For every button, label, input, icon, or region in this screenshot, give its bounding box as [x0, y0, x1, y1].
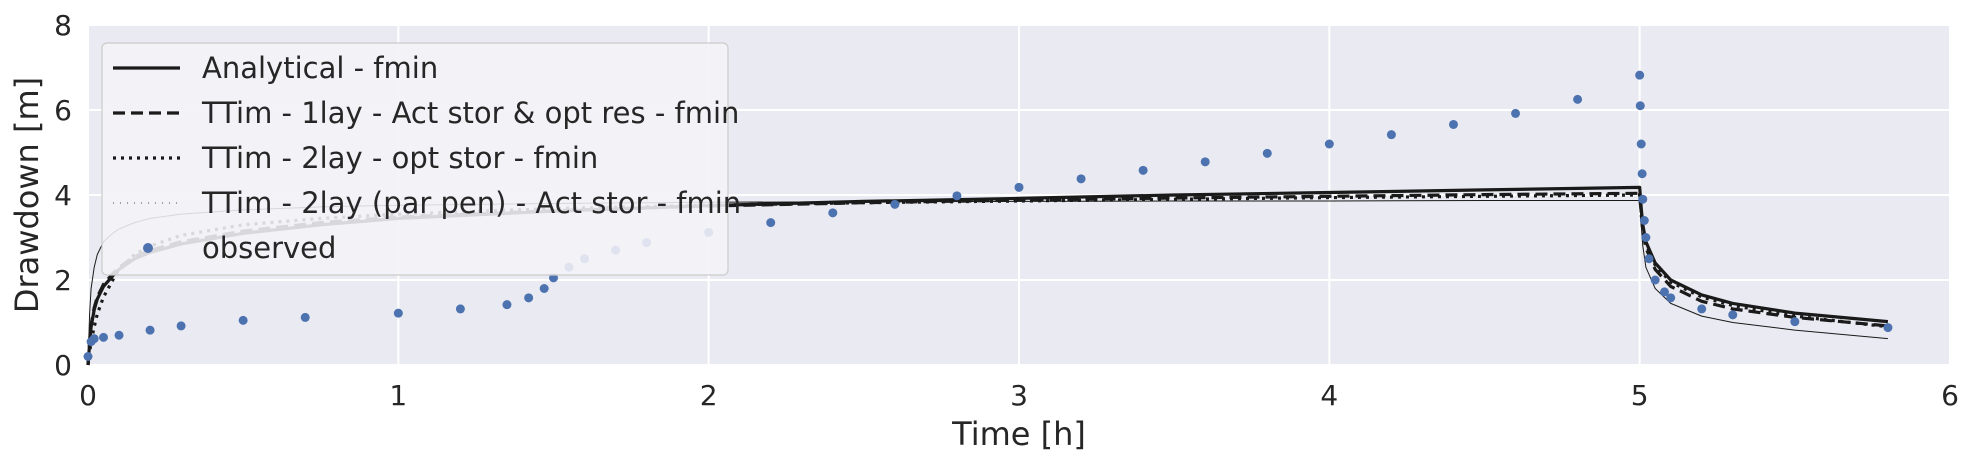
y-axis-label: Drawdown [m] — [8, 77, 46, 313]
observed-point-13 — [539, 284, 549, 293]
observed-point-47 — [1790, 317, 1800, 327]
observed-point-3 — [99, 332, 109, 342]
observed-point-29 — [1324, 139, 1334, 149]
observed-point-34 — [1635, 70, 1645, 80]
observed-point-41 — [1644, 254, 1654, 264]
observed-point-32 — [1511, 108, 1521, 118]
observed-point-35 — [1635, 101, 1645, 111]
observed-point-42 — [1650, 275, 1660, 285]
legend-frame — [101, 42, 729, 276]
observed-point-14 — [549, 273, 558, 283]
x-tick-label-4: 4 — [1320, 379, 1338, 412]
observed-point-27 — [1200, 157, 1210, 167]
legend-label-1: TTim - 1lay - Act stor & opt res - fmin — [201, 96, 739, 130]
observed-point-36 — [1636, 139, 1646, 149]
observed-point-10 — [455, 304, 465, 314]
observed-point-11 — [502, 300, 512, 310]
observed-point-40 — [1641, 233, 1651, 242]
observed-point-22 — [890, 199, 900, 209]
observed-point-2 — [89, 334, 99, 344]
observed-point-20 — [766, 218, 776, 228]
observed-point-38 — [1638, 194, 1648, 204]
legend: Analytical - fmin TTim - 1lay - Act stor … — [101, 42, 741, 276]
observed-point-23 — [952, 191, 962, 201]
legend-label-2: TTim - 2lay - opt stor - fmin — [201, 141, 598, 175]
series-line-2 — [86, 193, 1889, 366]
observed-point-31 — [1448, 119, 1458, 129]
x-tick-label-0: 0 — [79, 379, 97, 412]
observed-point-30 — [1386, 130, 1396, 140]
observed-point-6 — [176, 321, 186, 331]
observed-point-45 — [1697, 304, 1707, 314]
x-axis-label: Time [h] — [951, 415, 1086, 453]
observed-point-9 — [393, 308, 403, 318]
y-tick-label-1: 2 — [54, 264, 72, 297]
legend-label-3: TTim - 2lay (par pen) - Act stor - fmin — [201, 186, 741, 220]
observed-point-24 — [1014, 182, 1024, 192]
x-tick-labels: 0 1 2 3 4 5 6 — [79, 379, 1959, 412]
observed-point-4 — [114, 330, 124, 340]
observed-point-28 — [1262, 148, 1272, 158]
observed-point-0 — [83, 352, 93, 361]
x-tick-label-2: 2 — [700, 379, 718, 412]
x-tick-label-1: 1 — [389, 379, 407, 412]
y-tick-label-0: 0 — [54, 349, 72, 382]
x-tick-label-6: 6 — [1941, 379, 1959, 412]
observed-point-46 — [1728, 310, 1738, 320]
y-tick-label-3: 6 — [54, 94, 72, 127]
legend-marker-4 — [143, 243, 153, 253]
observed-point-7 — [238, 315, 248, 325]
x-tick-label-3: 3 — [1010, 379, 1028, 412]
observed-point-43 — [1659, 287, 1669, 297]
observed-point-39 — [1639, 216, 1649, 225]
observed-point-8 — [300, 312, 310, 322]
observed-point-48 — [1883, 323, 1893, 333]
y-tick-labels: 0 2 4 6 8 — [54, 9, 72, 382]
observed-point-26 — [1138, 165, 1148, 175]
observed-point-5 — [145, 325, 155, 335]
y-tick-label-4: 8 — [54, 9, 72, 42]
y-tick-label-2: 4 — [54, 179, 72, 212]
legend-label-4: observed — [202, 231, 336, 265]
observed-point-37 — [1637, 169, 1647, 179]
observed-point-33 — [1573, 94, 1583, 104]
observed-point-21 — [828, 208, 838, 218]
legend-label-0: Analytical - fmin — [202, 51, 438, 85]
observed-point-44 — [1666, 293, 1676, 303]
observed-point-12 — [524, 293, 534, 303]
x-tick-label-5: 5 — [1631, 379, 1649, 412]
observed-point-25 — [1076, 174, 1086, 184]
